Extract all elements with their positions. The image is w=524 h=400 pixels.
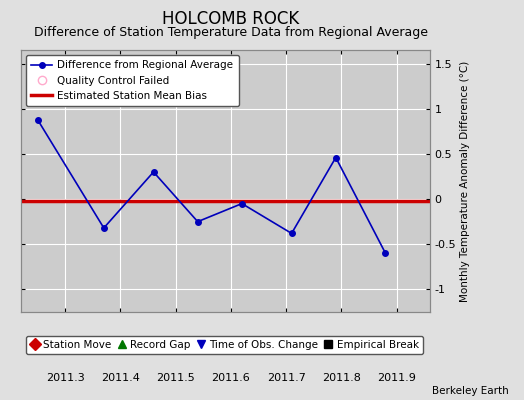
Text: 2011.3: 2011.3 <box>46 373 84 383</box>
Text: 2011.6: 2011.6 <box>212 373 250 383</box>
Text: HOLCOMB ROCK: HOLCOMB ROCK <box>162 10 299 28</box>
Y-axis label: Monthly Temperature Anomaly Difference (°C): Monthly Temperature Anomaly Difference (… <box>460 60 471 302</box>
Text: 2011.7: 2011.7 <box>267 373 305 383</box>
Legend: Station Move, Record Gap, Time of Obs. Change, Empirical Break: Station Move, Record Gap, Time of Obs. C… <box>26 336 423 354</box>
Text: 2011.5: 2011.5 <box>156 373 195 383</box>
Text: 2011.8: 2011.8 <box>322 373 361 383</box>
Text: Difference of Station Temperature Data from Regional Average: Difference of Station Temperature Data f… <box>34 26 428 39</box>
Text: Berkeley Earth: Berkeley Earth <box>432 386 508 396</box>
Text: 2011.9: 2011.9 <box>377 373 416 383</box>
Text: 2011.4: 2011.4 <box>101 373 140 383</box>
